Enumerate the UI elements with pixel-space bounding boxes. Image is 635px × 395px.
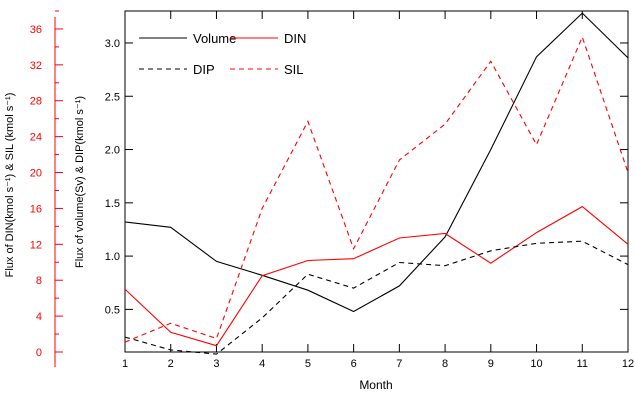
x-tick-label: 8 bbox=[442, 358, 448, 370]
y-axis-secondary: 0 4 8 12 16 20 24 28 32 36 bbox=[30, 10, 63, 367]
legend: Volume DIN DIP SIL bbox=[139, 31, 306, 77]
x-tick-label: 2 bbox=[168, 358, 174, 370]
y-tick-label: 2.5 bbox=[105, 91, 120, 103]
secondary-tick-label: 4 bbox=[36, 311, 42, 323]
x-tick-label: 3 bbox=[213, 358, 219, 370]
x-tick-label: 5 bbox=[305, 358, 311, 370]
secondary-axis-label: Flux of DIN(kmol s⁻¹) & SIL (kmol s⁻¹) bbox=[4, 93, 16, 278]
series-line-dip bbox=[124, 240, 629, 355]
x-tick-label: 4 bbox=[259, 358, 265, 370]
legend-label-dip: DIP bbox=[193, 62, 215, 77]
y-axis-label: Flux of volume(Sv) & DIP(kmol s⁻¹) bbox=[74, 96, 86, 268]
x-tick-label: 1 bbox=[122, 358, 128, 370]
secondary-tick-label: 16 bbox=[30, 203, 42, 215]
x-tick-label: 11 bbox=[577, 358, 588, 370]
secondary-tick-label: 20 bbox=[30, 168, 42, 180]
series-line-volume bbox=[124, 12, 629, 313]
x-tick-label: 9 bbox=[488, 358, 494, 370]
series-lines bbox=[124, 12, 629, 355]
legend-label-volume: Volume bbox=[193, 31, 236, 46]
x-tick-label: 12 bbox=[622, 358, 634, 370]
secondary-tick-label: 12 bbox=[30, 239, 42, 251]
secondary-tick-label: 28 bbox=[30, 96, 42, 108]
y-tick-label: 1.0 bbox=[105, 251, 120, 263]
x-axis-label: Month bbox=[359, 378, 392, 392]
y-tick-label: 3.0 bbox=[105, 38, 120, 50]
y-tick-label: 2.0 bbox=[105, 145, 120, 157]
y-tick-label: 0.5 bbox=[105, 304, 120, 316]
x-tick-label: 7 bbox=[396, 358, 402, 370]
legend-label-din: DIN bbox=[284, 31, 306, 46]
y-tick-label: 1.5 bbox=[105, 198, 120, 210]
x-tick-label: 10 bbox=[530, 358, 542, 370]
secondary-tick-label: 32 bbox=[30, 60, 42, 72]
plot-frame bbox=[124, 10, 629, 353]
legend-label-sil: SIL bbox=[284, 62, 304, 77]
series-line-sil bbox=[124, 35, 629, 343]
secondary-tick-label: 36 bbox=[30, 24, 42, 36]
secondary-tick-label: 0 bbox=[36, 347, 42, 359]
x-axis: 1 2 3 4 5 6 7 8 9 10 11 12 bbox=[122, 11, 634, 370]
series-line-din bbox=[124, 205, 629, 347]
x-tick-label: 6 bbox=[351, 358, 357, 370]
y-axis-left: 0.5 1.0 1.5 2.0 2.5 3.0 bbox=[105, 38, 628, 316]
secondary-tick-label: 8 bbox=[36, 275, 42, 287]
secondary-tick-label: 24 bbox=[30, 132, 42, 144]
